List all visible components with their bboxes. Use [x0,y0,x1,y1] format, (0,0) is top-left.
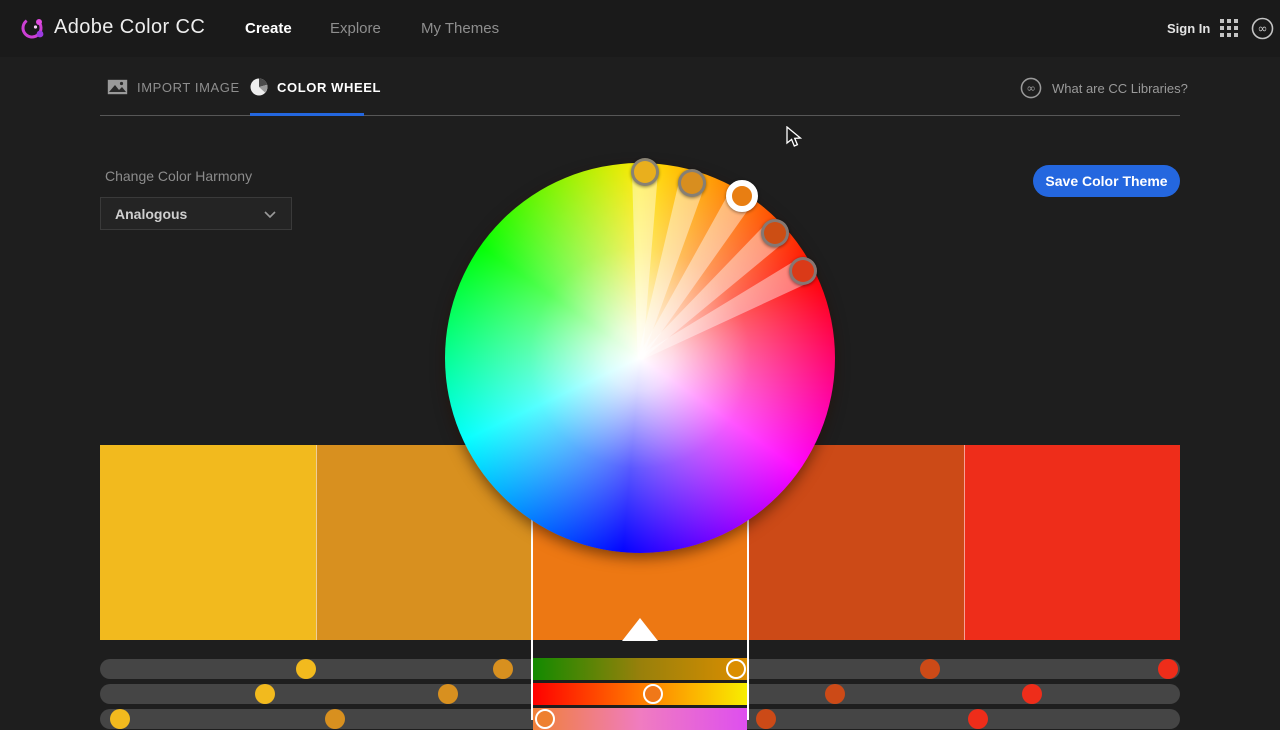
app-grid-icon[interactable] [1220,19,1238,37]
slider-dot[interactable] [920,659,940,679]
harmony-label: Change Color Harmony [105,168,253,184]
swatch-divider [964,445,965,640]
slider-gradient-3[interactable] [533,708,747,730]
tab-import-image[interactable]: IMPORT IMAGE [137,80,240,95]
slider-dot[interactable] [296,659,316,679]
nav-item-create[interactable]: Create [245,20,292,37]
color-wheel-icon [250,78,268,96]
slider-dot[interactable] [493,659,513,679]
creative-cloud-icon[interactable]: ∞ [1251,17,1274,40]
slider-dot[interactable] [968,709,988,729]
harmony-dropdown[interactable]: Analogous [100,197,292,230]
nav-item-explore[interactable]: Explore [330,20,381,37]
wheel-handle-1[interactable] [631,158,659,186]
slider-dot[interactable] [756,709,776,729]
swatch-1[interactable] [100,445,316,640]
wheel-handle-5[interactable] [789,257,817,285]
svg-text:∞: ∞ [1026,81,1036,95]
slider-dot[interactable] [325,709,345,729]
adobe-color-logo-icon[interactable] [18,13,48,43]
selected-swatch-marker [622,618,658,641]
slider-dot[interactable] [438,684,458,704]
chevron-down-icon [264,211,276,218]
active-tab-underline [250,113,364,116]
svg-text:∞: ∞ [1258,22,1268,36]
cc-libraries-link[interactable]: What are CC Libraries? [1052,81,1188,96]
app-title: Adobe Color CC [54,16,206,38]
harmony-selected-value: Analogous [115,206,188,222]
nav-item-my-themes[interactable]: My Themes [421,20,500,37]
selected-swatch-line [531,445,533,720]
slider-handle[interactable] [726,659,746,679]
slider-dot[interactable] [1158,659,1178,679]
tab-color-wheel[interactable]: COLOR WHEEL [277,80,382,95]
slider-dot[interactable] [110,709,130,729]
slider-handle[interactable] [643,684,663,704]
slider-gradient-2[interactable] [533,683,747,705]
wheel-handle-2[interactable] [678,169,706,197]
slider-dot[interactable] [255,684,275,704]
selected-swatch-line [747,445,749,720]
slider-dot[interactable] [1022,684,1042,704]
cc-libraries-icon: ∞ [1020,77,1042,99]
slider-gradient-1[interactable] [533,658,747,680]
tab-divider [100,115,1180,116]
wheel-handle-active[interactable] [726,180,758,212]
swatch-divider [316,445,317,640]
swatch-5[interactable] [964,445,1180,640]
slider-handle[interactable] [535,709,555,729]
import-image-icon [107,79,128,95]
sign-in-link[interactable]: Sign In [1167,21,1211,36]
slider-dot[interactable] [825,684,845,704]
save-color-theme-button[interactable]: Save Color Theme [1033,165,1180,197]
wheel-handle-4[interactable] [761,219,789,247]
mouse-cursor [786,126,802,147]
top-navbar: Adobe Color CC Create Explore My Themes … [0,0,1280,57]
